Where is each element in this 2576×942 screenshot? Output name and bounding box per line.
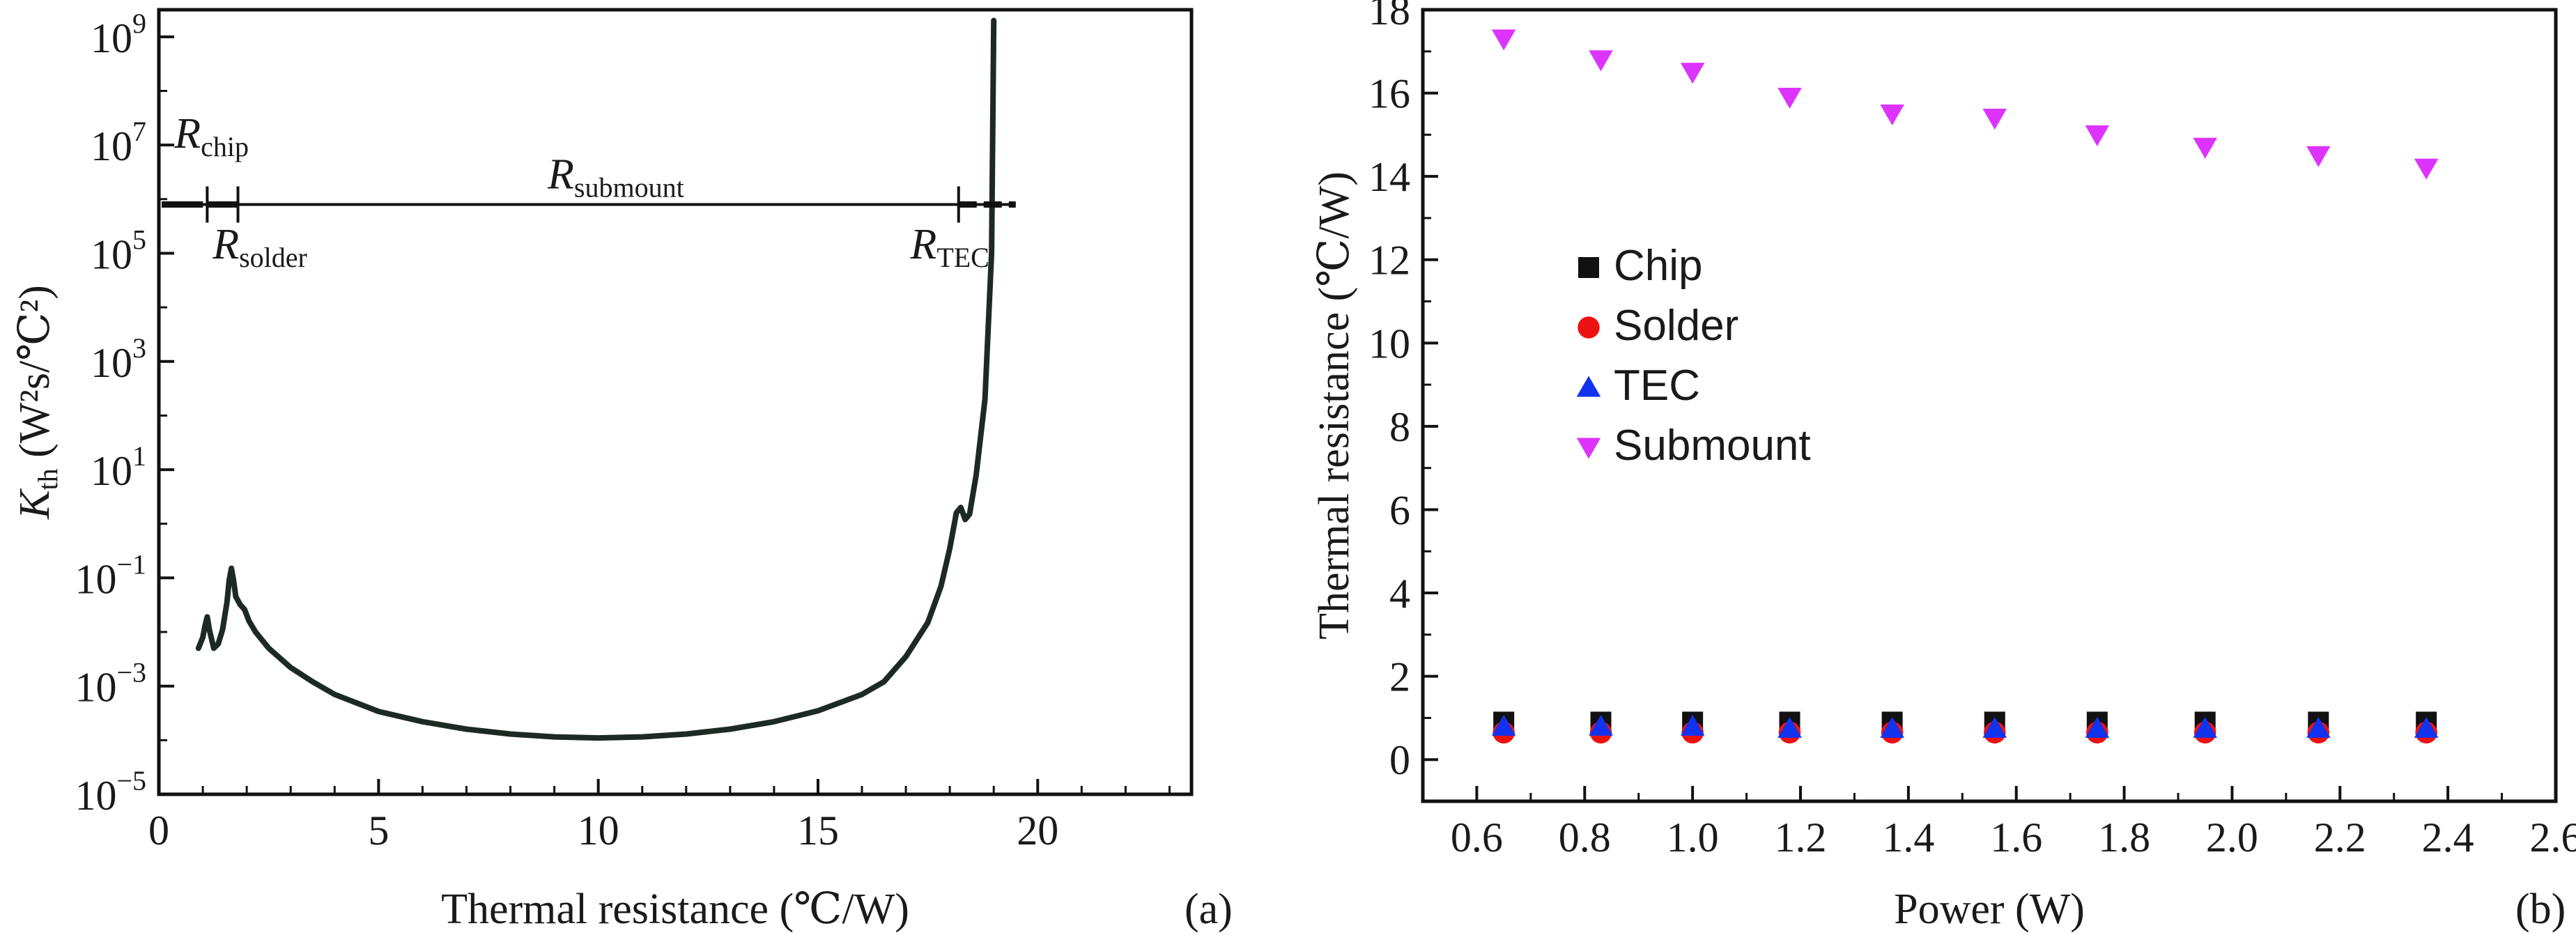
panel-a-y-tick-label: 107 [91, 116, 146, 169]
panel-b-x-tick-label: 1.6 [1990, 814, 2042, 860]
panel-a-y-tick-label: 103 [91, 332, 146, 386]
panel-b-point-submount [1777, 88, 1802, 109]
panel-b-point-tec [1982, 716, 2007, 738]
panel-b-x-tick-label: 2.2 [2314, 814, 2366, 860]
panel-b-x-axis-title: Power (W) [1894, 886, 2085, 933]
panel-b-ticks: 0.6 0.8 1.0 1.2 1.4 1.6 1.8 2.0 2.2 2.4 2.6 0 2 4 6 8 10… [1368, 0, 2576, 860]
panel-b-legend: Chip Solder TEC Submount [1576, 242, 1811, 470]
panel-b-point-submount [1589, 50, 1613, 72]
legend-marker-chip [1578, 257, 1599, 278]
panel-a-x-tick-label: 20 [1017, 808, 1058, 854]
panel-b-point-submount [1680, 63, 1705, 84]
panel-b-point-tec [1880, 716, 1904, 738]
panel-b-point-submount [2085, 125, 2110, 146]
panel-b-y-tick-label: 10 [1368, 321, 1410, 366]
legend-marker-tec [1576, 376, 1601, 397]
panel-a-annotation-subscript: solder [239, 242, 307, 273]
panel-b-x-tick-label: 2.4 [2422, 814, 2474, 860]
panel-a-x-tick-label: 0 [148, 808, 169, 854]
panel-b-x-tick-label: 0.8 [1559, 814, 1611, 860]
legend-label-solder: Solder [1614, 302, 1738, 350]
panel-a-x-tick-label: 15 [797, 808, 839, 854]
panel-a-annotation-subscript: chip [201, 131, 249, 162]
panel-b-x-tick-label: 1.8 [2098, 814, 2150, 860]
panel-b-y-tick-label: 8 [1389, 404, 1410, 450]
panel-b-y-tick-label: 16 [1368, 71, 1410, 117]
panel-b-point-tec [1680, 714, 1705, 736]
panel-b-y-tick-label: 2 [1389, 654, 1410, 700]
panel-b-point-submount [1880, 104, 1904, 125]
panel-b-point-submount [2414, 158, 2439, 180]
panel-b-point-tec [2414, 716, 2439, 738]
legend-label-tec: TEC [1614, 362, 1700, 410]
panel-a-y-tick-label: 101 [91, 440, 146, 494]
panel-b-point-submount [2193, 137, 2217, 159]
panel-a-y-tick-label: 10−1 [75, 548, 146, 602]
panel-a-annotation-symbol: R [909, 221, 936, 268]
legend-marker-submount [1576, 438, 1601, 459]
panel-b-point-submount [2306, 146, 2331, 167]
panel-a-label: (a) [1185, 886, 1233, 933]
panel-a-annotation-r-chip: Rchip [173, 110, 249, 162]
legend-label-chip: Chip [1614, 242, 1703, 290]
panel-a-annotation-r-submount: Rsubmount [547, 150, 684, 203]
panel-b-point-tec [1589, 714, 1613, 736]
panel-a-x-tick-label: 5 [368, 808, 389, 854]
panel-a-y-axis-title: Kth (W²s/℃²) [11, 285, 63, 520]
panel-b-x-tick-label: 0.6 [1451, 814, 1503, 860]
panel-b-point-tec [1777, 716, 1802, 738]
panel-a-annotation-symbol: R [173, 110, 201, 157]
panel-b-y-tick-label: 12 [1368, 238, 1410, 284]
legend-label-submount: Submount [1614, 422, 1811, 470]
panel-b-point-submount [1982, 108, 2007, 130]
legend-marker-solder [1578, 316, 1600, 339]
panel-a-y-tick-label: 10−3 [75, 657, 146, 711]
panel-a-curve-layer [195, 17, 997, 741]
panel-a-ticks: 0 5 10 15 20 10−5 10−3 10−1 101 103 105 107 109 [75, 8, 1171, 854]
panel-a-x-tick-label: 10 [578, 808, 619, 854]
panel-b-x-tick-label: 2.0 [2206, 814, 2258, 860]
panel-b-x-tick-label: 1.0 [1667, 814, 1719, 860]
panel-b-plot-frame [1421, 8, 2558, 803]
panel-b-y-tick-label: 0 [1389, 737, 1410, 783]
panel-b-label: (b) [2515, 886, 2566, 933]
panel-a-y-axis-title-symbol: K [11, 488, 59, 520]
panel-a-annotation-r-TEC: RTEC [909, 221, 989, 273]
panel-a-y-tick-label: 10−5 [75, 765, 146, 819]
panel-b-y-axis-title: Thermal resistance (℃/W) [1311, 171, 1358, 640]
panel-a-y-axis-title-unit: (W²s/℃²) [11, 285, 59, 468]
panel-b-y-tick-label: 6 [1389, 487, 1410, 533]
panel-b-point-tec [2193, 716, 2217, 738]
panel-a-annotation-symbol: R [212, 221, 239, 268]
panel-b-point-submount [1491, 29, 1516, 51]
panel-b-points [1491, 29, 2439, 744]
panel-b-point-tec [2085, 716, 2110, 738]
panel-a-annotation-r-solder: Rsolder [212, 221, 307, 273]
panel-b-chart: 0.6 0.8 1.0 1.2 1.4 1.6 1.8 2.0 2.2 2.4 2.6 0 2 4 6 8 10… [1311, 0, 2576, 933]
panel-b-x-tick-label: 1.2 [1775, 814, 1827, 860]
panel-a-x-axis-title: Thermal resistance (℃/W) [441, 886, 909, 933]
panel-b-x-tick-label: 1.4 [1882, 814, 1934, 860]
panel-b-x-tick-label: 2.6 [2530, 814, 2576, 860]
panel-b-point-tec [1491, 714, 1516, 736]
panel-b-point-tec [2306, 716, 2331, 738]
panel-a-plot-frame [157, 8, 1194, 796]
panel-a-annotation-subscript: TEC [936, 242, 989, 273]
panel-a-chart: 0 5 10 15 20 10−5 10−3 10−1 101 103 105 107 109 Rchi… [11, 8, 1233, 933]
panel-a-y-axis-title-subscript: th [32, 468, 63, 490]
panel-b-y-tick-label: 4 [1389, 571, 1410, 617]
panel-b-y-tick-label: 18 [1368, 0, 1410, 33]
panel-a-y-tick-label: 105 [91, 224, 146, 277]
panel-a-y-tick-label: 109 [91, 8, 146, 61]
panel-a-annotation-symbol: R [547, 150, 574, 198]
panel-a-kth-curve [195, 17, 997, 741]
panel-b-y-tick-label: 14 [1368, 154, 1410, 200]
panel-a-annotation-subscript: submount [574, 171, 684, 203]
